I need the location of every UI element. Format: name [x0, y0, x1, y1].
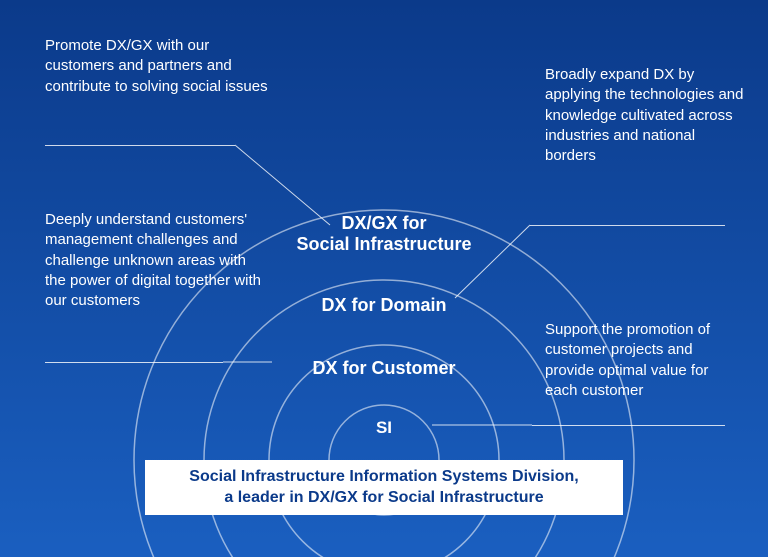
footer-box: Social Infrastructure Information System… [145, 460, 623, 515]
footer-line2: a leader in DX/GX for Social Infrastruct… [224, 488, 543, 509]
ring-label-si: SI [234, 418, 534, 438]
ring-label-domain: DX for Domain [234, 295, 534, 316]
ring-label-customer: DX for Customer [234, 358, 534, 379]
rule-mid-left [45, 362, 223, 363]
desc-top-left: Promote DX/GX with our customers and par… [45, 36, 270, 97]
desc-top-right: Broadly expand DX by applying the techno… [545, 65, 745, 166]
desc-mid-right: Support the promotion of customer projec… [545, 320, 745, 401]
rule-top-right [530, 225, 725, 226]
diagram-canvas: DX/GX for Social Infrastructure DX for D… [0, 0, 768, 557]
footer-line1: Social Infrastructure Information System… [189, 467, 578, 488]
rule-top-left [45, 145, 235, 146]
rule-mid-right [532, 425, 725, 426]
ring-label-social-l1: DX/GX for [234, 213, 534, 234]
desc-mid-left: Deeply understand customers' management … [45, 210, 270, 311]
ring-label-social-l2: Social Infrastructure [234, 234, 534, 255]
